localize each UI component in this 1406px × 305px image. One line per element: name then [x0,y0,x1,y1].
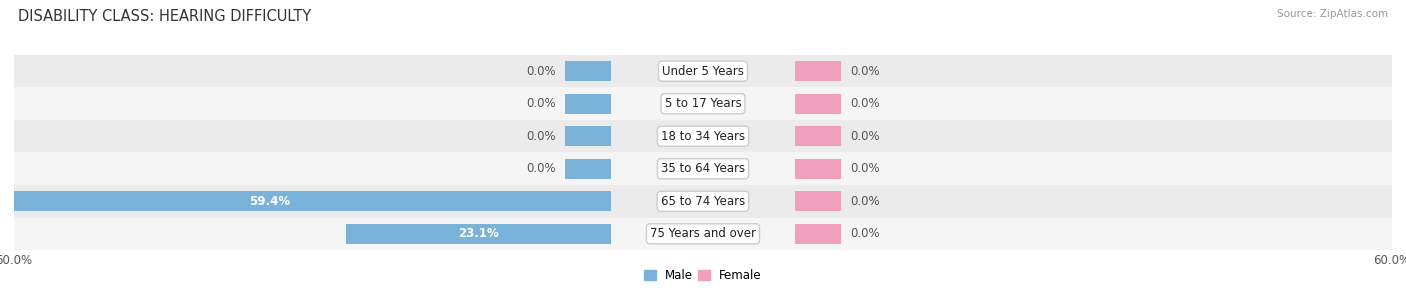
Text: 0.0%: 0.0% [526,97,555,110]
Bar [14,185,1392,217]
Text: 0.0%: 0.0% [851,97,880,110]
Bar [565,61,612,81]
Text: 0.0%: 0.0% [526,130,555,143]
Text: 0.0%: 0.0% [851,162,880,175]
Bar [794,159,841,179]
Bar [0,191,612,211]
Bar [794,126,841,146]
Bar [565,126,612,146]
Legend: Male, Female: Male, Female [640,265,766,287]
Text: 0.0%: 0.0% [851,130,880,143]
Text: Source: ZipAtlas.com: Source: ZipAtlas.com [1277,9,1388,19]
Text: 65 to 74 Years: 65 to 74 Years [661,195,745,208]
Text: 0.0%: 0.0% [851,227,880,240]
Bar [794,61,841,81]
Text: 18 to 34 Years: 18 to 34 Years [661,130,745,143]
Bar [346,224,612,244]
Bar [14,88,1392,120]
Text: Under 5 Years: Under 5 Years [662,65,744,78]
Bar [14,217,1392,250]
Bar [14,120,1392,152]
Text: 35 to 64 Years: 35 to 64 Years [661,162,745,175]
Text: 75 Years and over: 75 Years and over [650,227,756,240]
Text: 59.4%: 59.4% [249,195,291,208]
Text: DISABILITY CLASS: HEARING DIFFICULTY: DISABILITY CLASS: HEARING DIFFICULTY [18,9,312,24]
Bar [565,94,612,114]
Bar [794,191,841,211]
Text: 0.0%: 0.0% [526,65,555,78]
Text: 0.0%: 0.0% [851,65,880,78]
Bar [794,94,841,114]
Bar [565,159,612,179]
Bar [794,224,841,244]
Text: 5 to 17 Years: 5 to 17 Years [665,97,741,110]
Text: 23.1%: 23.1% [458,227,499,240]
Bar [14,55,1392,88]
Text: 0.0%: 0.0% [851,195,880,208]
Bar [14,152,1392,185]
Text: 0.0%: 0.0% [526,162,555,175]
